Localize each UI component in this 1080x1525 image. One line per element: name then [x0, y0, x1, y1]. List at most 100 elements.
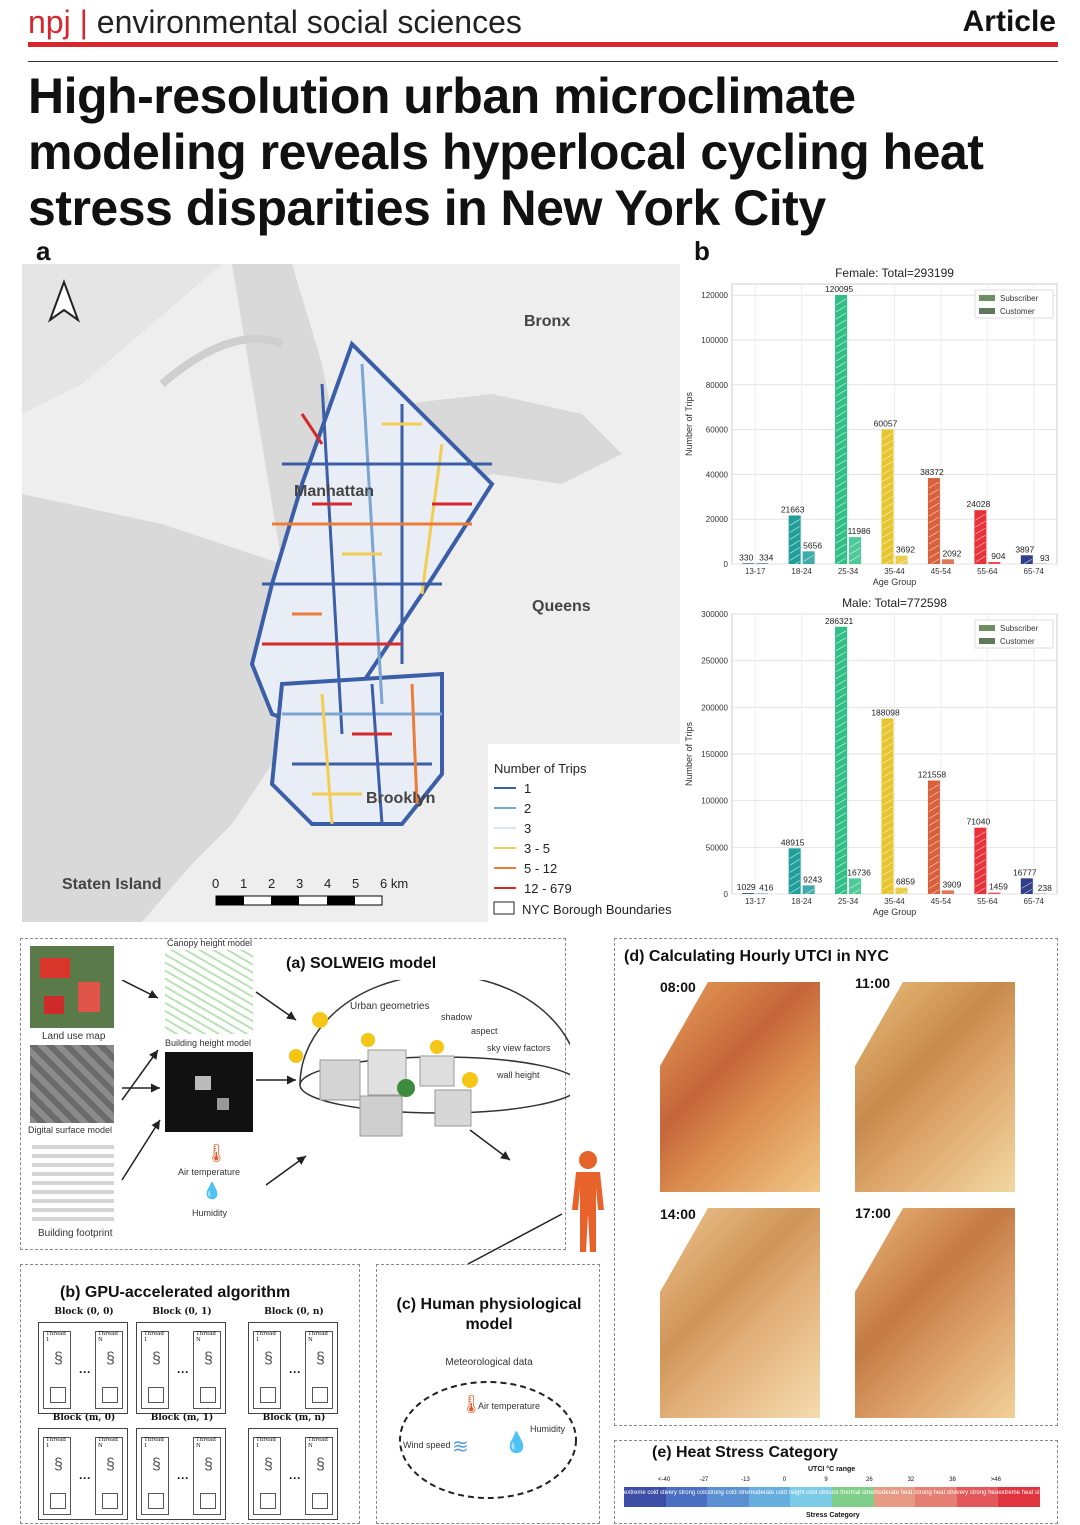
- bar-hatch: [835, 637, 847, 645]
- bar-hatch: [928, 812, 940, 819]
- bar-hatch: [882, 750, 893, 757]
- air-temp-label: Air temperature: [178, 1167, 241, 1177]
- thread-label: Thread N: [196, 1331, 216, 1343]
- bar-hatch: [975, 831, 986, 839]
- block-label: Block (m, 0): [52, 1413, 116, 1423]
- bar-hatch: [835, 749, 847, 757]
- bar-value-label: 1029: [737, 882, 756, 892]
- bar-hatch: [835, 459, 847, 467]
- thread-box: Thread N §: [95, 1331, 123, 1409]
- bar-hatch: [975, 859, 986, 867]
- bar-hatch: [928, 840, 940, 847]
- bar-hatch: [835, 700, 847, 708]
- thread-label: Thread N: [308, 1437, 328, 1449]
- bar-hatch: [835, 361, 847, 369]
- heat-category-cell: moderate cold stress: [748, 1487, 804, 1507]
- y-tick-label: 80000: [706, 381, 729, 390]
- bar-hatch: [835, 644, 847, 652]
- y-tick-label: 50000: [706, 843, 729, 852]
- thread-label: Thread 1: [46, 1437, 66, 1449]
- bar-hatch: [882, 524, 893, 531]
- bar-subscriber: [835, 626, 848, 894]
- bar-hatch: [882, 447, 893, 454]
- female-chart: Female: Total=293199 0 20000 40000 60000 8000…: [684, 266, 1058, 587]
- label-brooklyn: Brooklyn: [366, 790, 435, 807]
- bar-customer: [941, 890, 954, 894]
- bar-hatch: [882, 531, 893, 538]
- time-1400: 14:00: [660, 1206, 696, 1222]
- flow-arrow: [467, 1213, 563, 1265]
- bar-value-label: 9243: [803, 874, 822, 884]
- thread-label: Thread N: [98, 1331, 118, 1343]
- scale-tick: 5: [352, 876, 359, 891]
- heat-category-cell: no thermal stress: [831, 1487, 878, 1507]
- x-tick-label: 65-74: [1024, 897, 1045, 906]
- thread-box: Thread N §: [193, 1437, 221, 1515]
- bar-value-label: 38372: [920, 467, 944, 477]
- bar-value-label: 121558: [918, 770, 947, 780]
- physio-panel: [376, 1264, 600, 1524]
- bar-customer: [756, 563, 769, 564]
- bar-hatch: [789, 880, 800, 887]
- legend-item-label: 12 - 679: [524, 881, 572, 896]
- bar-customer: [941, 559, 954, 564]
- bar-hatch: [789, 859, 800, 866]
- label-manhattan: Manhattan: [294, 483, 374, 500]
- bar-hatch: [835, 826, 847, 834]
- bar-value-label: 6859: [896, 877, 915, 887]
- thread-label: Thread 1: [144, 1437, 164, 1449]
- scale-tick: 2: [268, 876, 275, 891]
- block-label: Block (0, 0): [54, 1307, 114, 1317]
- bar-hatch: [882, 440, 893, 447]
- bar-hatch: [835, 550, 847, 558]
- bar-hatch: [835, 882, 847, 890]
- bar-hatch: [882, 538, 893, 545]
- bar-hatch: [835, 889, 847, 897]
- bar-hatch: [849, 547, 861, 555]
- bar-hatch: [928, 551, 940, 559]
- scale-tick: 6 km: [380, 876, 408, 891]
- bar-hatch: [835, 480, 847, 488]
- dsm-label: Digital surface model: [28, 1125, 113, 1135]
- bar-subscriber: [927, 478, 940, 564]
- bar-hatch: [789, 852, 800, 859]
- bar-hatch: [882, 559, 893, 566]
- bar-value-label: 11986: [848, 526, 871, 536]
- scale-tick: 1: [240, 876, 247, 891]
- bar-hatch: [882, 496, 893, 503]
- bar-value-label: 120095: [825, 284, 854, 294]
- bar-hatch: [882, 545, 893, 552]
- thermometer-icon: 🌡: [205, 1143, 228, 1163]
- bar-hatch: [849, 554, 861, 562]
- bar-hatch: [835, 515, 847, 523]
- svf-label: sky view factors: [487, 1043, 551, 1053]
- bar-hatch: [882, 841, 893, 848]
- bar-hatch: [835, 686, 847, 694]
- bar-hatch: [882, 552, 893, 559]
- threshold-label: 9: [824, 1477, 828, 1483]
- bar-value-label: 238: [1038, 883, 1052, 893]
- bar-value-label: 3897: [1015, 544, 1034, 554]
- bar-hatch: [882, 820, 893, 827]
- male-chart: Male: Total=772598 0 50000 100000 150000 2000…: [684, 596, 1058, 917]
- heat-category-cell: very strong cold stress: [665, 1487, 726, 1507]
- bar-value-label: 1459: [989, 882, 1008, 892]
- north-arrow-icon: [47, 279, 81, 323]
- bar-customer: [802, 885, 815, 894]
- bar-value-label: 2092: [942, 548, 961, 558]
- block-label: Block (0, n): [264, 1307, 324, 1317]
- time-1700: 17:00: [855, 1205, 891, 1221]
- wind-icon: ≋: [452, 1436, 469, 1458]
- bar-hatch: [975, 555, 986, 563]
- threshold-row: <-40 -27 -13 0 9 26 32 38 >46: [624, 1477, 1040, 1487]
- bar-hatch: [928, 784, 940, 791]
- bar-hatch: [928, 861, 940, 868]
- legend-item-label: 1: [524, 781, 531, 796]
- bar-hatch: [928, 502, 940, 510]
- bar-hatch: [928, 805, 940, 812]
- bar-hatch: [1021, 888, 1032, 896]
- trip-map: Bronx Manhattan Queens Brooklyn Staten I…: [22, 264, 680, 922]
- bar-hatch: [882, 827, 893, 834]
- map-legend-box: [488, 744, 680, 922]
- bar-hatch: [928, 882, 940, 889]
